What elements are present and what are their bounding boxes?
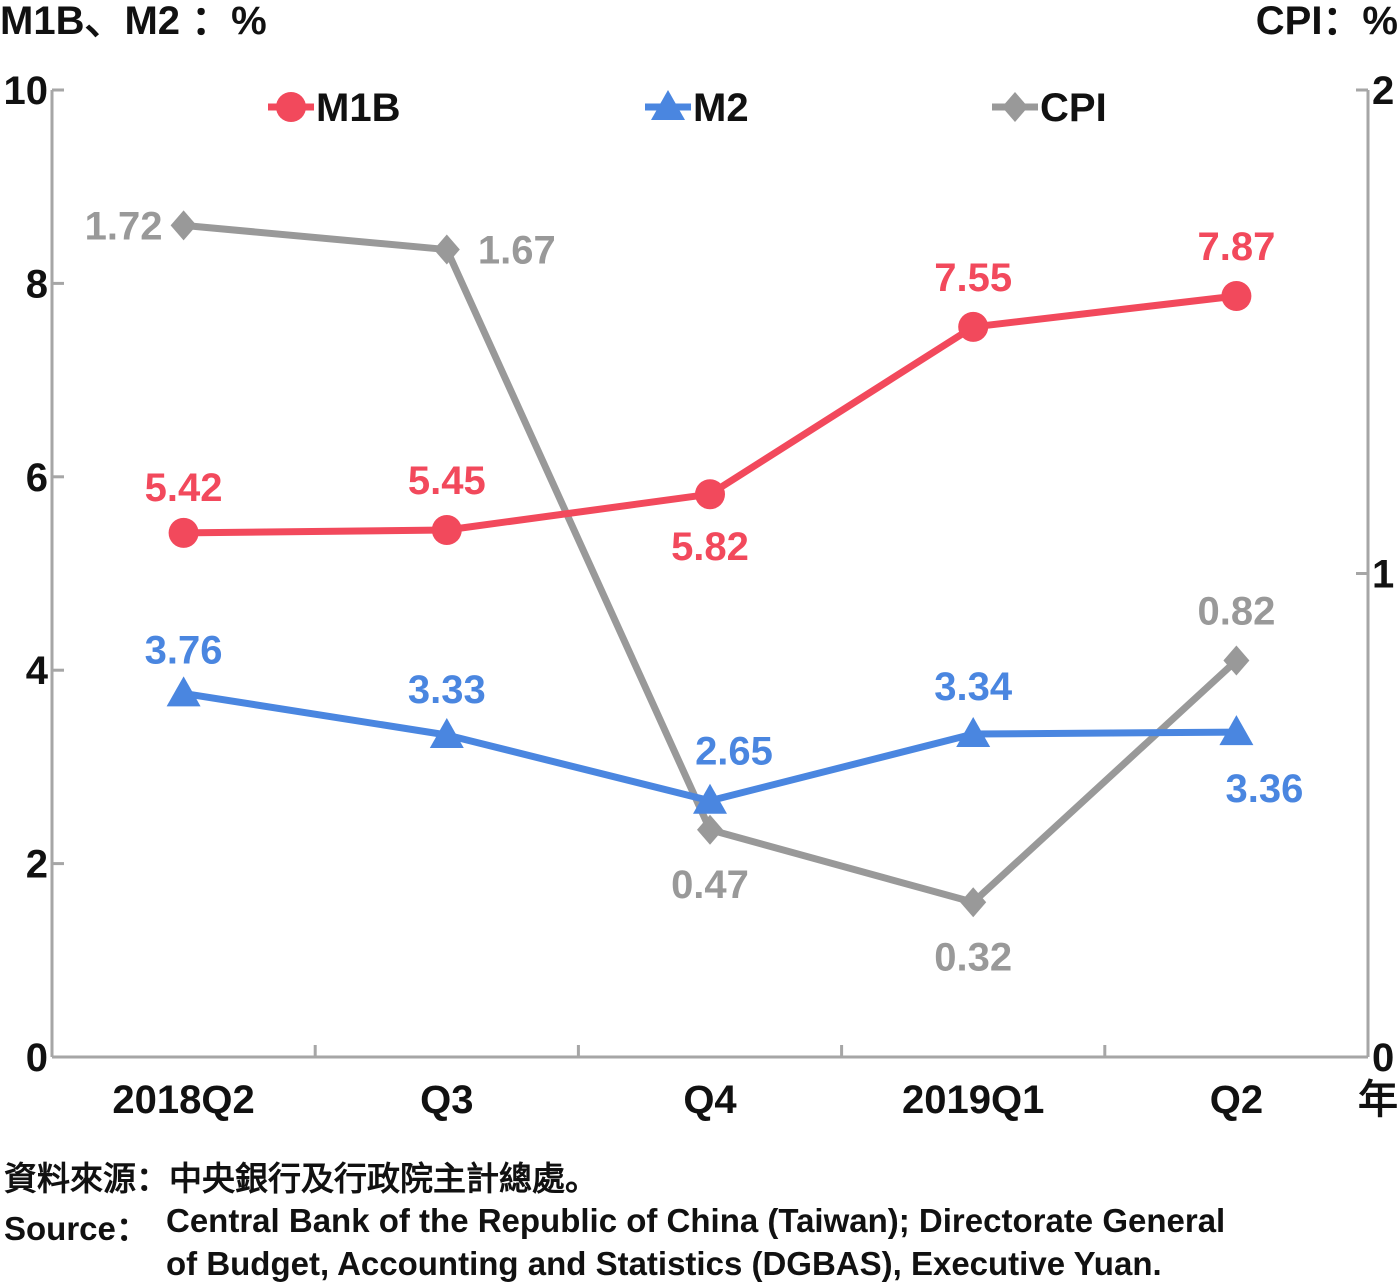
source-zh: 資料來源：中央銀行及行政院主計總處。 [4,1160,598,1197]
point-cpi [433,234,460,265]
data-label-m2: 3.33 [408,668,486,712]
data-label-m2: 3.36 [1225,767,1303,811]
data-label-m1b: 7.55 [934,256,1012,300]
point-m1b [431,514,462,545]
y-axis-label-left: M1B、M2 ：% [0,0,267,43]
point-cpi [697,814,723,845]
x-tick-label: Q3 [420,1078,473,1122]
chart-svg: 0 2 4 6 8 10 0 1 2 2018Q2 Q3 Q4 2019Q1 Q2 年 M1B、M2 ：% CP… [0,0,1398,1122]
point-m1b [958,311,989,342]
point-m2 [693,783,727,814]
y-tick-label-left: 0 [26,1036,48,1080]
point-m1b [695,479,725,510]
data-label-cpi: 1.67 [478,229,556,273]
x-tick-label: 2019Q1 [902,1078,1044,1122]
source-en-label: Source： [4,1210,149,1247]
source-en-line1: Central Bank of the Republic of China (T… [166,1202,1226,1239]
legend-label-m2: M2 [693,86,749,130]
data-label-m1b: 5.45 [408,459,486,503]
y-tick-label-right: 0 [1372,1036,1394,1080]
y-tick-label-left: 4 [26,649,49,693]
data-label-m2: 2.65 [695,730,773,774]
x-tick-label: Q2 [1210,1078,1263,1122]
legend-marker-cpi [1002,92,1028,122]
y-tick-label-right: 2 [1372,69,1394,113]
point-m1b [168,517,199,548]
y-tick-label-left: 10 [4,69,49,113]
data-label-cpi: 1.72 [85,204,163,248]
data-label-cpi: 0.82 [1197,590,1275,634]
legend-label-cpi: CPI [1040,86,1107,130]
x-axis-label: 年 [1358,1078,1398,1122]
y-tick-label-left: 8 [26,262,48,306]
legend-label-m1b: M1B [316,86,400,130]
data-label-cpi: 0.32 [934,935,1012,979]
legend-marker-m1b [276,92,306,122]
x-tick-label: 2018Q2 [112,1078,254,1122]
data-label-m1b: 7.87 [1197,225,1275,269]
y-tick-label-left: 2 [26,843,48,887]
legend-marker-m2 [651,90,685,120]
y-tick-label-left: 6 [26,456,48,500]
data-label-m1b: 5.82 [671,525,749,569]
data-label-m1b: 5.42 [145,466,223,510]
point-cpi [170,210,197,241]
point-cpi [960,887,987,918]
point-m1b [1221,280,1252,311]
data-label-m2: 3.34 [934,665,1013,709]
data-label-cpi: 0.47 [671,863,749,907]
point-m2 [1219,715,1254,746]
point-cpi [1223,645,1250,676]
data-label-m2: 3.76 [145,628,223,672]
y-axis-label-right: CPI：% [1256,0,1398,43]
x-tick-label: Q4 [683,1078,737,1122]
source-en-line2: of Budget, Accounting and Statistics (DG… [166,1245,1162,1282]
y-tick-label-right: 1 [1372,553,1394,597]
point-m2 [956,717,991,748]
point-m2 [429,717,464,748]
point-m2 [166,676,201,707]
